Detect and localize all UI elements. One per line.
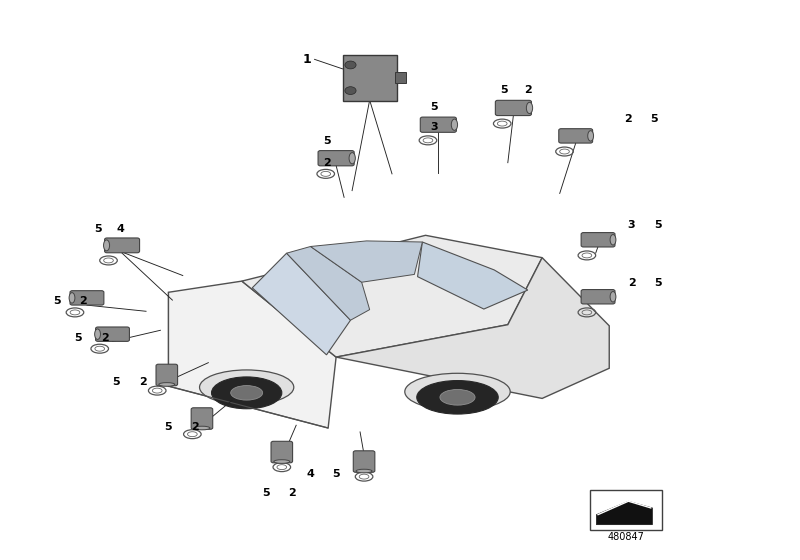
Text: 3: 3	[628, 220, 635, 230]
Polygon shape	[310, 241, 422, 282]
Text: 5: 5	[74, 333, 82, 343]
Text: 5: 5	[654, 220, 662, 230]
FancyBboxPatch shape	[558, 129, 593, 143]
Text: 2: 2	[139, 377, 146, 386]
Text: 1: 1	[302, 53, 311, 66]
Ellipse shape	[230, 386, 262, 400]
Ellipse shape	[526, 102, 533, 114]
Text: 5: 5	[262, 488, 270, 498]
Bar	[342, 55, 397, 101]
Ellipse shape	[159, 382, 174, 386]
Polygon shape	[286, 246, 370, 320]
Text: 2: 2	[624, 114, 631, 124]
Text: 4: 4	[306, 469, 314, 479]
Ellipse shape	[274, 460, 290, 463]
Polygon shape	[169, 281, 336, 428]
Text: 5: 5	[654, 278, 662, 288]
Ellipse shape	[405, 374, 510, 410]
Text: 5: 5	[94, 223, 102, 234]
Text: 5: 5	[53, 296, 61, 306]
Text: 2: 2	[101, 333, 108, 343]
FancyBboxPatch shape	[95, 327, 130, 342]
Ellipse shape	[349, 152, 355, 164]
Text: 5: 5	[113, 377, 120, 386]
Polygon shape	[242, 235, 542, 357]
Text: 5: 5	[322, 137, 330, 147]
Circle shape	[345, 87, 356, 95]
Ellipse shape	[417, 381, 498, 414]
Ellipse shape	[94, 329, 101, 339]
FancyBboxPatch shape	[156, 364, 178, 386]
Text: 5: 5	[165, 422, 172, 432]
Ellipse shape	[610, 292, 616, 302]
FancyBboxPatch shape	[105, 238, 139, 253]
FancyBboxPatch shape	[70, 291, 104, 305]
Ellipse shape	[451, 119, 458, 130]
FancyBboxPatch shape	[581, 290, 615, 304]
Polygon shape	[597, 501, 652, 525]
FancyBboxPatch shape	[495, 100, 531, 115]
FancyBboxPatch shape	[420, 117, 456, 132]
Text: 2: 2	[628, 278, 635, 288]
Ellipse shape	[610, 235, 616, 245]
Text: 2: 2	[191, 422, 198, 432]
FancyBboxPatch shape	[354, 451, 375, 472]
Text: 5: 5	[332, 469, 340, 479]
Text: 2: 2	[79, 296, 87, 306]
Ellipse shape	[588, 130, 594, 141]
FancyBboxPatch shape	[318, 151, 354, 166]
Ellipse shape	[211, 377, 282, 409]
Ellipse shape	[356, 469, 372, 473]
Polygon shape	[418, 242, 528, 309]
Circle shape	[345, 61, 356, 69]
Text: 480847: 480847	[607, 532, 645, 542]
Text: 2: 2	[288, 488, 296, 498]
Bar	[395, 72, 406, 83]
FancyBboxPatch shape	[271, 441, 293, 463]
Text: 5: 5	[500, 85, 508, 95]
FancyBboxPatch shape	[191, 408, 213, 430]
Ellipse shape	[194, 426, 210, 430]
Text: 3: 3	[430, 123, 438, 133]
Text: 5: 5	[650, 114, 658, 124]
Ellipse shape	[69, 293, 75, 303]
Bar	[590, 490, 662, 530]
Polygon shape	[252, 253, 350, 355]
Text: 2: 2	[322, 158, 330, 167]
Ellipse shape	[440, 390, 475, 405]
Text: 5: 5	[430, 102, 438, 112]
Text: 2: 2	[524, 85, 532, 95]
Text: 4: 4	[117, 223, 125, 234]
Ellipse shape	[199, 370, 294, 404]
Polygon shape	[336, 258, 610, 398]
FancyBboxPatch shape	[581, 232, 615, 247]
Ellipse shape	[103, 240, 110, 251]
